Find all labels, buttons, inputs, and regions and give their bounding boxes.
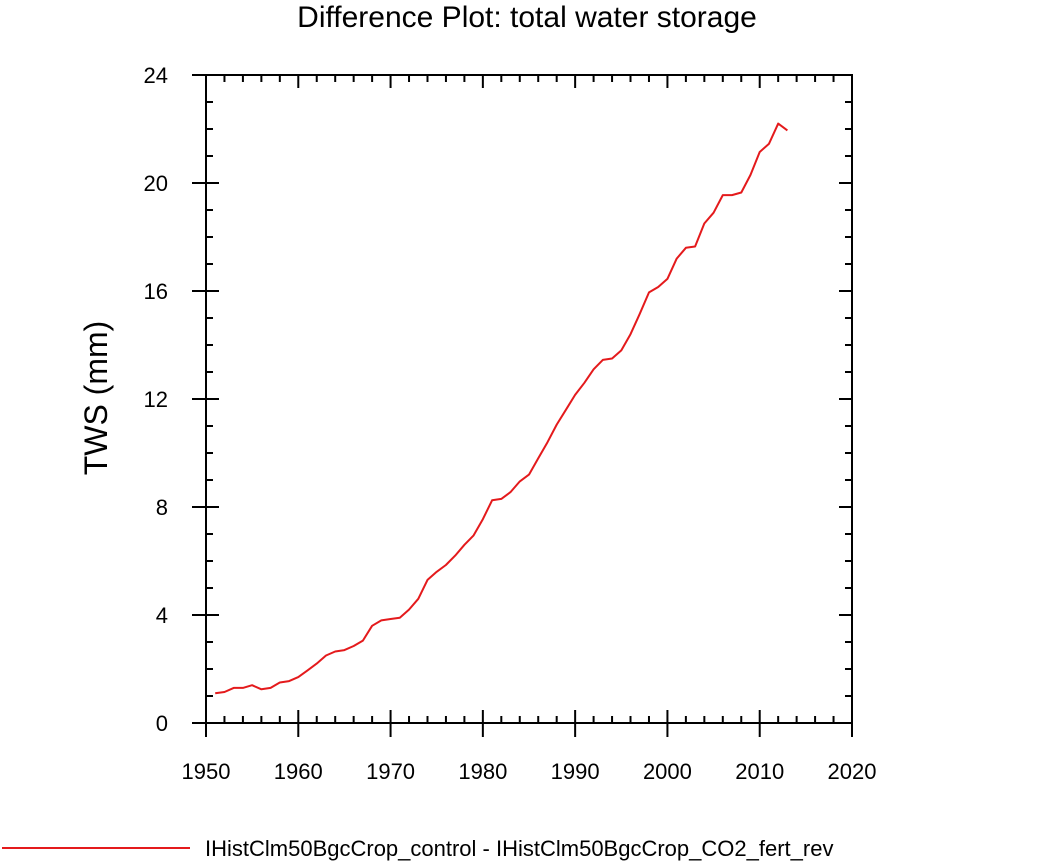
legend-label: IHistClm50BgcCrop_control - IHistClm50Bg… bbox=[205, 836, 833, 861]
y-tick-label: 4 bbox=[156, 603, 168, 628]
x-tick-label: 1950 bbox=[182, 759, 231, 784]
legend: IHistClm50BgcCrop_control - IHistClm50Bg… bbox=[2, 836, 833, 861]
plot-frame bbox=[205, 74, 853, 724]
series-line bbox=[215, 122, 788, 695]
x-tick-label: 1980 bbox=[458, 759, 507, 784]
chart-title: Difference Plot: total water storage bbox=[297, 1, 757, 34]
y-tick-label: 20 bbox=[144, 171, 168, 196]
y-tick-label: 8 bbox=[156, 495, 168, 520]
y-axis-label: TWS (mm) bbox=[78, 321, 114, 476]
y-tick-labels: 0 4 8 12 16 20 24 bbox=[144, 63, 168, 736]
axis-ticks bbox=[192, 74, 853, 737]
y-tick-label: 24 bbox=[144, 63, 168, 88]
x-tick-labels: 1950 1960 1970 1980 1990 2000 2010 2020 bbox=[182, 759, 877, 784]
y-tick-label: 16 bbox=[144, 279, 168, 304]
y-tick-label: 12 bbox=[144, 387, 168, 412]
x-tick-label: 2020 bbox=[828, 759, 877, 784]
x-tick-label: 2010 bbox=[735, 759, 784, 784]
x-tick-label: 1970 bbox=[366, 759, 415, 784]
series-layer bbox=[215, 122, 788, 695]
x-tick-label: 1960 bbox=[274, 759, 323, 784]
y-tick-label: 0 bbox=[156, 711, 168, 736]
x-tick-label: 2000 bbox=[643, 759, 692, 784]
x-tick-label: 1990 bbox=[551, 759, 600, 784]
